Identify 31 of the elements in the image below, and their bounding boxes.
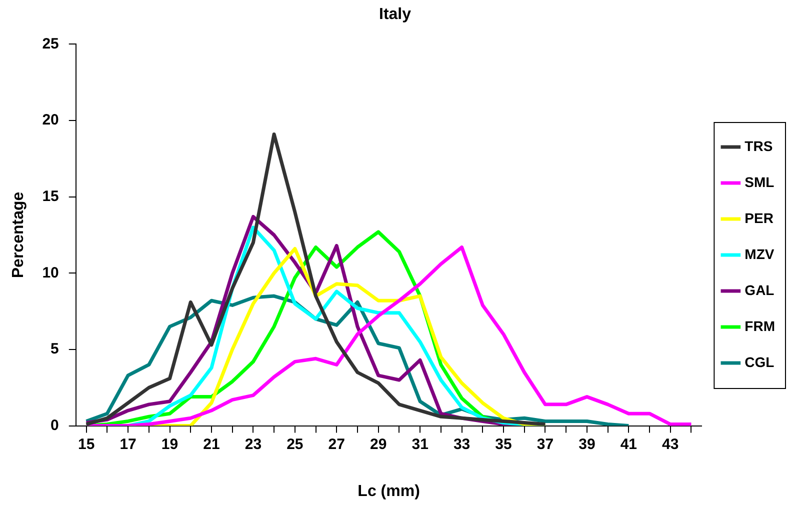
y-tick-label: 25 (42, 35, 59, 52)
legend-label: PER (744, 210, 774, 226)
x-tick-label: 43 (662, 436, 679, 453)
x-tick-label: 21 (203, 436, 220, 453)
y-tick-label: 20 (42, 112, 59, 129)
x-tick-label: 15 (78, 436, 95, 453)
legend-label: CGL (744, 354, 775, 370)
y-tick-label: 0 (50, 416, 59, 434)
y-axis-title: Percentage (10, 192, 28, 278)
x-tick-label: 33 (453, 436, 470, 453)
x-tick-label: 31 (412, 436, 428, 453)
x-tick-label: 27 (328, 436, 345, 453)
x-tick-label: 29 (370, 436, 387, 453)
legend-label: SML (744, 174, 775, 190)
y-tick-label: 15 (42, 188, 59, 205)
legend-label: FRM (744, 318, 776, 334)
y-tick-label: 10 (42, 264, 59, 282)
x-tick-label: 37 (536, 436, 554, 453)
x-tick-label: 35 (495, 436, 512, 453)
x-tick-label: 39 (578, 436, 596, 453)
x-axis-title: Lc (mm) (358, 482, 420, 500)
x-tick-label: 19 (161, 436, 178, 453)
legend-label: MZV (744, 246, 775, 262)
chart-title: Italy (378, 6, 412, 24)
legend-label: TRS (744, 138, 773, 154)
x-tick-label: 17 (120, 436, 136, 453)
x-tick-label: 25 (286, 436, 304, 453)
x-tick-label: 41 (620, 436, 638, 453)
x-tick-label: 23 (244, 436, 262, 453)
y-tick-label: 5 (50, 340, 59, 358)
legend-label: GAL (744, 282, 775, 298)
